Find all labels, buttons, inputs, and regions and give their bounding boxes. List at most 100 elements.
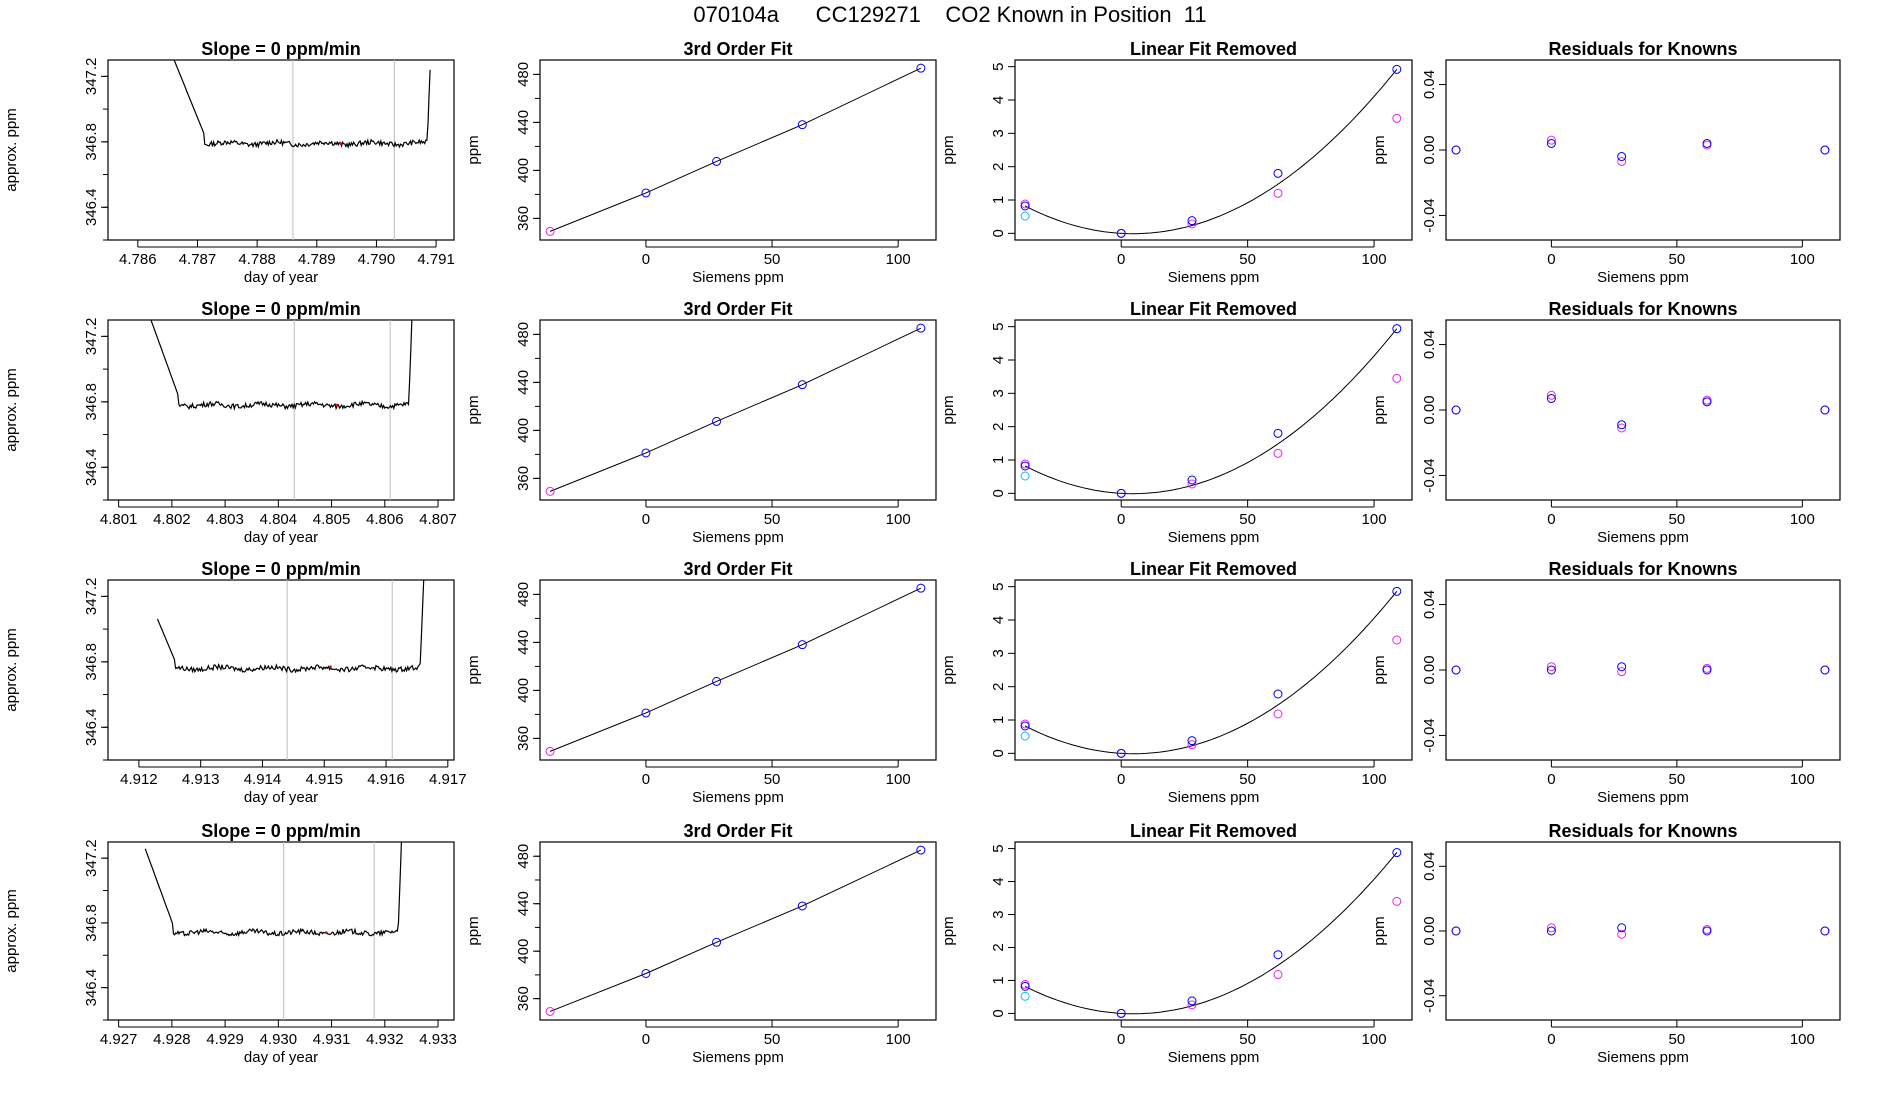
y-tick-label: 1	[990, 716, 1007, 724]
x-tick-label: 4.803	[206, 511, 244, 528]
y-tick-label: 0	[990, 229, 1007, 237]
y-tick-label: 5	[990, 582, 1007, 590]
y-tick-label: 0	[990, 489, 1007, 497]
plot-frame	[539, 841, 937, 1021]
x-axis-label: day of year	[244, 529, 318, 546]
y-axis-label: ppm	[940, 395, 957, 424]
plot-frame	[107, 579, 455, 761]
x-tick-label: 50	[1669, 251, 1686, 268]
x-tick-label: 50	[764, 251, 781, 268]
data-point	[916, 63, 926, 73]
x-tick-label: 0	[1547, 511, 1555, 528]
magenta-point	[1020, 979, 1030, 989]
blue-point	[1392, 848, 1402, 858]
y-tick-label: 480	[515, 844, 532, 869]
y-tick-label: -0.04	[1421, 458, 1438, 492]
x-tick-label: 4.789	[298, 251, 336, 268]
panel-title: Linear Fit Removed	[1130, 299, 1297, 319]
y-tick-label: 346.4	[83, 448, 100, 486]
residual-point-magenta	[1546, 135, 1556, 145]
y-tick-label: -0.04	[1421, 718, 1438, 752]
magenta-point	[1187, 1000, 1197, 1010]
y-tick-label: 360	[515, 206, 532, 231]
magenta-point	[1392, 113, 1402, 123]
data-point	[641, 708, 651, 718]
x-axis-label: Siemens ppm	[692, 529, 784, 546]
x-tick-label: 0	[1117, 771, 1125, 788]
plot-frame	[1014, 841, 1413, 1021]
magenta-point	[1020, 199, 1030, 209]
residual-point-blue	[1820, 405, 1830, 415]
y-tick-label: 2	[990, 162, 1007, 170]
x-axis-label: Siemens ppm	[692, 789, 784, 806]
residual-point-magenta	[1546, 923, 1556, 933]
panel-r2-c2: 3rd Order Fit 0 50 100 360 400 440 480 Siemens p…	[465, 299, 937, 546]
x-axis-label: Siemens ppm	[1597, 1049, 1689, 1066]
x-tick-label: 0	[642, 1031, 650, 1048]
plot-frame	[539, 579, 937, 761]
residual-point-blue	[1546, 138, 1556, 148]
x-tick-label: 4.929	[206, 1031, 244, 1048]
panel-title: Residuals for Knowns	[1548, 299, 1737, 319]
y-tick-label: 2	[990, 943, 1007, 951]
x-tick-label: 50	[1669, 1031, 1686, 1048]
plot-frame	[1445, 841, 1841, 1021]
y-tick-label: 440	[515, 110, 532, 135]
x-tick-label: 4.791	[417, 251, 455, 268]
y-tick-label: -0.04	[1421, 198, 1438, 232]
plot-frame	[107, 319, 455, 501]
blue-point	[1273, 950, 1283, 960]
x-tick-label: 50	[764, 1031, 781, 1048]
panel-r1-c1: Slope = 0 ppm/min 4.786 4.787 4.788 4.789 4.7…	[3, 39, 455, 286]
x-tick-label: 4.932	[366, 1031, 404, 1048]
x-tick-label: 50	[1239, 1031, 1256, 1048]
x-tick-label: 100	[1362, 1031, 1387, 1048]
plot-area	[1451, 135, 1830, 166]
x-tick-label: 100	[1790, 771, 1815, 788]
magenta-point	[1020, 719, 1030, 729]
x-tick-label: 0	[642, 511, 650, 528]
plot-frame	[1014, 319, 1413, 501]
x-tick-label: 50	[1669, 771, 1686, 788]
y-tick-label: -0.04	[1421, 979, 1438, 1013]
residual-point-blue	[1546, 926, 1556, 936]
y-tick-label: 347.2	[83, 578, 100, 616]
x-tick-label: 4.912	[120, 771, 158, 788]
x-tick-label: 4.917	[429, 771, 467, 788]
plot-frame	[1445, 579, 1841, 761]
residual-point-magenta	[1617, 667, 1627, 677]
x-tick-label: 4.933	[419, 1031, 457, 1048]
concentration-trace	[173, 60, 431, 150]
panel-r4-c3: Linear Fit Removed 0 50 100 0 1 2 3 4 5 Siemens pp…	[940, 821, 1413, 1066]
blue-point	[1392, 586, 1402, 596]
magenta-point	[1392, 373, 1402, 383]
y-tick-label: 1	[990, 976, 1007, 984]
y-tick-label: 360	[515, 726, 532, 751]
y-tick-label: 1	[990, 456, 1007, 464]
y-tick-label: 2	[990, 422, 1007, 430]
data-point	[916, 845, 926, 855]
x-tick-label: 4.802	[153, 511, 191, 528]
panel-r3-c1: Slope = 0 ppm/min 4.912 4.913 4.914 4.915 4.9…	[3, 559, 467, 806]
y-tick-label: 347.2	[83, 318, 100, 356]
x-tick-label: 0	[1547, 251, 1555, 268]
y-tick-label: 0.04	[1421, 590, 1438, 619]
magenta-point	[1187, 219, 1197, 229]
panel-r2-c1: Slope = 0 ppm/min 4.801 4.802 4.803 4.804 4.8…	[3, 299, 457, 546]
residual-point-blue	[1451, 665, 1461, 675]
data-point	[797, 901, 807, 911]
concentration-trace	[144, 842, 403, 938]
data-point	[641, 968, 651, 978]
x-tick-label: 4.930	[260, 1031, 298, 1048]
x-tick-label: 100	[1790, 251, 1815, 268]
plot-frame	[107, 841, 455, 1021]
y-tick-label: 346.4	[83, 708, 100, 746]
blue-point	[1392, 324, 1402, 334]
data-point	[712, 937, 722, 947]
panel-r4-c2: 3rd Order Fit 0 50 100 360 400 440 480 Siemens p…	[465, 821, 937, 1066]
x-tick-label: 0	[642, 771, 650, 788]
x-axis-label: Siemens ppm	[692, 1049, 784, 1066]
x-tick-label: 4.928	[153, 1031, 191, 1048]
y-tick-label: 5	[990, 62, 1007, 70]
plot-area	[1020, 64, 1402, 238]
